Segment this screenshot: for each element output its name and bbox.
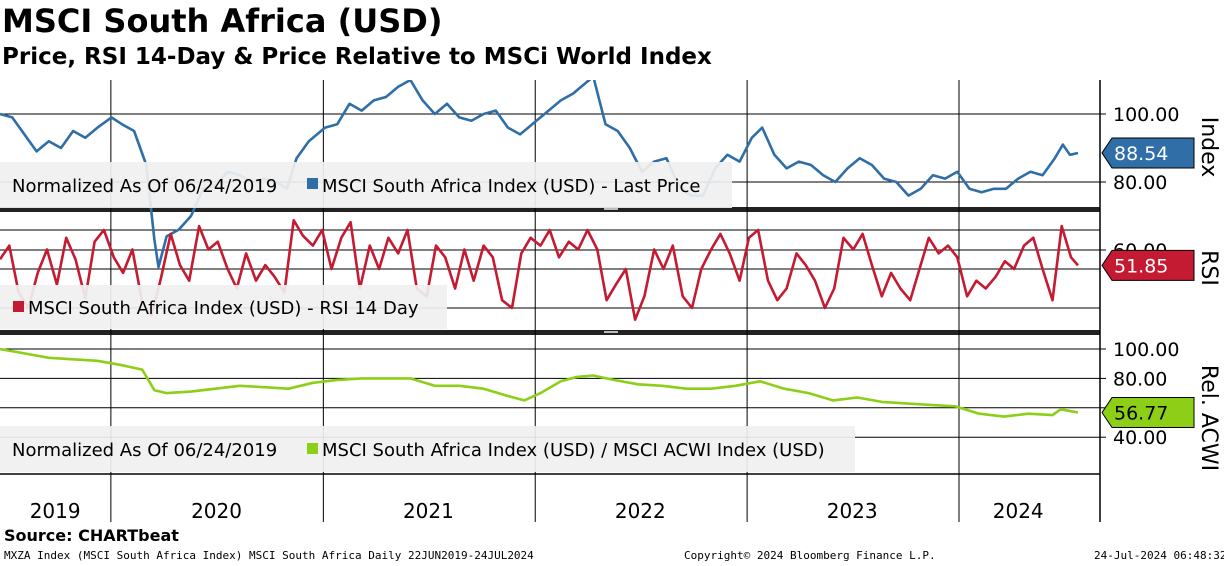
legend-label: MSCI South Africa Index (USD) / MSCI ACW… bbox=[322, 440, 825, 461]
x-year-label: 2022 bbox=[615, 499, 666, 523]
legend-swatch bbox=[307, 443, 318, 454]
x-year-label: 2021 bbox=[403, 499, 454, 523]
last-value-tag bbox=[1101, 249, 1195, 281]
axis-layer: 100.0080.0060.00100.0080.0060.0040.0088.… bbox=[0, 80, 1221, 523]
x-year-label: 2024 bbox=[993, 499, 1044, 523]
panel-separator bbox=[0, 330, 1100, 335]
last-value-tag bbox=[1101, 397, 1195, 429]
footer-description: MXZA Index (MSCI South Africa Index) MSC… bbox=[4, 549, 534, 562]
x-year-label: 2023 bbox=[827, 499, 878, 523]
relative-last-tag: 56.77 bbox=[1101, 397, 1195, 429]
legend-label: MSCI South Africa Index (USD) - Last Pri… bbox=[322, 176, 701, 197]
last-value-tag bbox=[1101, 137, 1195, 169]
rsi-legend: MSCI South Africa Index (USD) - RSI 14 D… bbox=[0, 285, 447, 329]
legend-layer: Normalized As Of 06/24/2019 MSCI South Af… bbox=[0, 162, 855, 472]
y-tick-label: 80.00 bbox=[1113, 368, 1167, 390]
last-value-label: 56.77 bbox=[1114, 403, 1168, 425]
legend-box bbox=[0, 285, 447, 329]
series-line bbox=[0, 347, 1079, 418]
x-year-label: 2020 bbox=[191, 499, 242, 523]
chart-subtitle: Price, RSI 14-Day & Price Relative to MS… bbox=[2, 44, 712, 70]
source-note: Source: CHARTbeat bbox=[4, 526, 179, 545]
last-value-label: 88.54 bbox=[1114, 143, 1168, 165]
price-axis-label: Index bbox=[1196, 117, 1221, 178]
last-value-label: 51.85 bbox=[1114, 255, 1168, 277]
series-line bbox=[0, 219, 1079, 321]
rsi-last-tag: 51.85 bbox=[1101, 249, 1195, 281]
relative-legend: Normalized As Of 06/24/2019 MSCI South Af… bbox=[0, 426, 855, 472]
series-layer bbox=[0, 80, 1079, 418]
footer-timestamp: 24-Jul-2024 06:48:32 bbox=[1094, 549, 1224, 562]
y-tick-label: 100.00 bbox=[1113, 104, 1179, 126]
y-tick-label: 80.00 bbox=[1113, 172, 1167, 194]
price-last-tag: 88.54 bbox=[1101, 137, 1195, 169]
legend-box bbox=[0, 426, 855, 472]
legend-prefix: Normalized As Of 06/24/2019 bbox=[12, 176, 277, 197]
series-line bbox=[0, 80, 1079, 269]
legend-label: MSCI South Africa Index (USD) - RSI 14 D… bbox=[28, 298, 419, 319]
chart-title: MSCI South Africa (USD) bbox=[2, 2, 443, 40]
legend-prefix: Normalized As Of 06/24/2019 bbox=[12, 440, 277, 461]
legend-swatch bbox=[307, 178, 318, 189]
x-year-label: 2019 bbox=[30, 499, 81, 523]
separator-handle bbox=[604, 331, 618, 333]
legend-box bbox=[0, 162, 732, 208]
relative-axis-label: Rel. ACWI bbox=[1196, 365, 1221, 471]
legend-swatch bbox=[13, 301, 24, 312]
price-legend: Normalized As Of 06/24/2019 MSCI South Af… bbox=[0, 162, 732, 208]
rsi-axis-label: RSI bbox=[1196, 250, 1221, 286]
footer-copyright: Copyright© 2024 Bloomberg Finance L.P. bbox=[684, 549, 936, 562]
panel-separator bbox=[0, 207, 1100, 212]
y-tick-label: 40.00 bbox=[1113, 427, 1167, 449]
separator-handle bbox=[604, 208, 618, 210]
y-tick-label: 100.00 bbox=[1113, 339, 1179, 361]
